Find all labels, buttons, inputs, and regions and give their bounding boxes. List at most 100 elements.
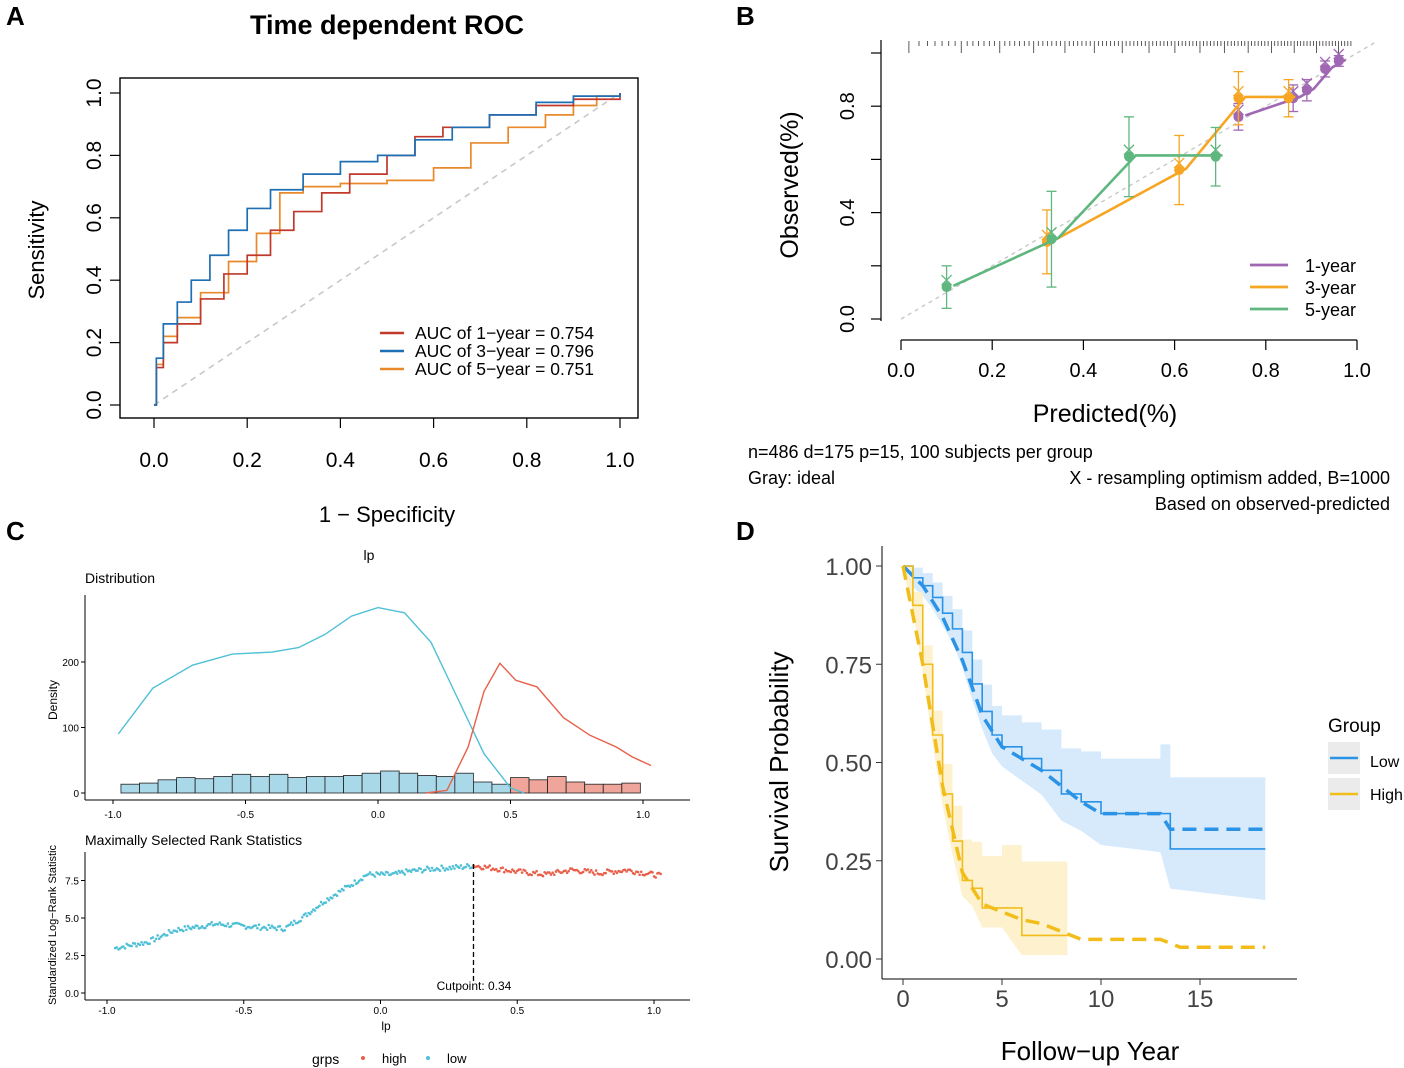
rank-stat-point bbox=[158, 937, 161, 940]
calibration-x-marker bbox=[1319, 56, 1331, 68]
histogram-bar bbox=[231, 773, 252, 794]
survival-marks: 0.00 0.25 0.50 0.75 1.00 0 5 10 15 bbox=[825, 546, 1297, 1013]
survival-km-Low bbox=[903, 565, 1266, 850]
rank-stat-point bbox=[244, 927, 248, 930]
distribution-x-tick-label: -0.5 bbox=[237, 810, 255, 821]
histogram-bar bbox=[565, 781, 586, 794]
rank-stat-point bbox=[265, 928, 269, 931]
rank-stat-point bbox=[548, 871, 551, 874]
rank-stat-point bbox=[141, 943, 145, 946]
rank-stat-point bbox=[170, 931, 174, 935]
calibration-x-marker bbox=[1232, 85, 1244, 97]
rank-stat-point bbox=[453, 867, 456, 870]
rank-stat-point bbox=[424, 868, 427, 871]
survival-ci-low bbox=[903, 566, 1266, 900]
rank-stat-point bbox=[243, 924, 246, 928]
histogram-bar bbox=[602, 783, 623, 794]
rank-stat-point bbox=[324, 901, 328, 904]
rank-stat-point bbox=[533, 871, 537, 875]
grps-legend-low: low bbox=[447, 1051, 467, 1066]
rank-stat-point bbox=[283, 929, 287, 932]
calibration-x-tick-label: 0.8 bbox=[1252, 360, 1280, 382]
calibration-x-marker bbox=[1173, 157, 1185, 169]
survival-km-High bbox=[903, 565, 1068, 937]
rank-stat-point bbox=[196, 924, 199, 928]
survival-y-tick-label: 0.00 bbox=[825, 947, 872, 974]
rank-stat-point bbox=[166, 934, 169, 937]
rank-stat-point bbox=[425, 865, 429, 869]
roc-x-tick-label: 0.4 bbox=[326, 449, 356, 472]
rank-stat-point bbox=[610, 870, 614, 873]
calibration-line-5-year bbox=[952, 154, 1223, 287]
rank-stat-y-tick-label: 5.0 bbox=[65, 914, 79, 925]
calibration-x-label: Predicted(%) bbox=[1033, 400, 1178, 428]
roc-y-tick-label: 0.4 bbox=[83, 265, 106, 295]
panel-label-c: C bbox=[6, 516, 25, 546]
calibration-point bbox=[1301, 85, 1312, 96]
rank-stat-point bbox=[305, 914, 309, 918]
rank-stat-point bbox=[450, 867, 453, 871]
rank-stat-point bbox=[278, 924, 282, 928]
rank-stat-point bbox=[383, 873, 386, 876]
roc-panel: Time dependent ROC 1 − Specificity Sensi… bbox=[24, 10, 639, 527]
rank-stat-point bbox=[443, 869, 447, 872]
calibration-point bbox=[1333, 55, 1344, 66]
rank-stat-point bbox=[327, 898, 331, 902]
rank-stat-point bbox=[177, 926, 180, 930]
calibration-note-basis: Based on observed-predicted bbox=[1155, 494, 1390, 514]
histogram-bar bbox=[287, 777, 307, 794]
rank-stat-y-tick-label: 7.5 bbox=[65, 877, 79, 888]
distribution-marks: 0 100 200 -1.0 -0.5 0.0 0.5 1.0 bbox=[62, 595, 690, 821]
grps-legend-high: high bbox=[382, 1051, 407, 1066]
roc-x-tick-label: 1.0 bbox=[605, 449, 634, 472]
rank-stat-point bbox=[638, 873, 641, 877]
rank-stat-point bbox=[304, 912, 307, 915]
density-curve-low bbox=[117, 606, 525, 794]
panel-label-a: A bbox=[6, 1, 25, 31]
rank-stat-point bbox=[326, 897, 329, 900]
rank-stat-point bbox=[441, 866, 445, 870]
calibration-x-marker bbox=[941, 274, 953, 286]
rank-stat-point bbox=[488, 864, 492, 867]
rank-stat-point bbox=[210, 921, 213, 924]
rank-stat-x-label: lp bbox=[381, 1019, 391, 1033]
rank-stat-point bbox=[620, 870, 624, 874]
roc-y-tick-label: 1.0 bbox=[83, 78, 106, 107]
calibration-y-tick-label: 0.0 bbox=[837, 305, 859, 333]
rank-stat-point bbox=[615, 871, 619, 875]
rank-stat-point bbox=[153, 939, 156, 943]
roc-y-label: Sensitivity bbox=[24, 200, 49, 299]
rank-stat-point bbox=[288, 923, 291, 926]
rank-stat-point bbox=[115, 946, 119, 949]
rank-stat-point bbox=[133, 942, 137, 945]
rank-stat-y-tick-label: 2.5 bbox=[65, 952, 79, 963]
rank-stat-point bbox=[270, 924, 274, 928]
histogram-bar bbox=[584, 783, 604, 794]
rank-stat-point bbox=[654, 876, 657, 879]
roc-legend-label: AUC of 1−year = 0.754 bbox=[415, 323, 594, 343]
rank-stat-point bbox=[154, 937, 158, 941]
histogram-bar bbox=[176, 777, 196, 794]
distribution-y-tick-label: 0 bbox=[73, 789, 79, 800]
rank-stat-point bbox=[186, 924, 190, 928]
panel-label-b: B bbox=[736, 1, 755, 31]
rank-stat-point bbox=[433, 868, 437, 872]
calibration-point bbox=[941, 282, 952, 293]
survival-legend-high: High bbox=[1370, 787, 1403, 804]
calibration-legend-label: 5-year bbox=[1305, 300, 1356, 320]
rank-stat-point bbox=[636, 870, 640, 874]
survival-legend-low: Low bbox=[1370, 754, 1400, 771]
rank-stat-point bbox=[549, 873, 553, 876]
rank-stat-point bbox=[291, 923, 295, 927]
calibration-x-marker bbox=[1283, 85, 1295, 97]
calibration-x-marker bbox=[1046, 226, 1057, 238]
rank-stat-point bbox=[438, 869, 442, 872]
roc-x-tick-label: 0.0 bbox=[139, 449, 168, 472]
calibration-point bbox=[1233, 93, 1244, 104]
rank-stat-point bbox=[189, 927, 193, 931]
histogram-bar bbox=[547, 776, 567, 794]
rank-stat-point bbox=[148, 942, 151, 945]
rank-stat-point bbox=[269, 926, 272, 930]
